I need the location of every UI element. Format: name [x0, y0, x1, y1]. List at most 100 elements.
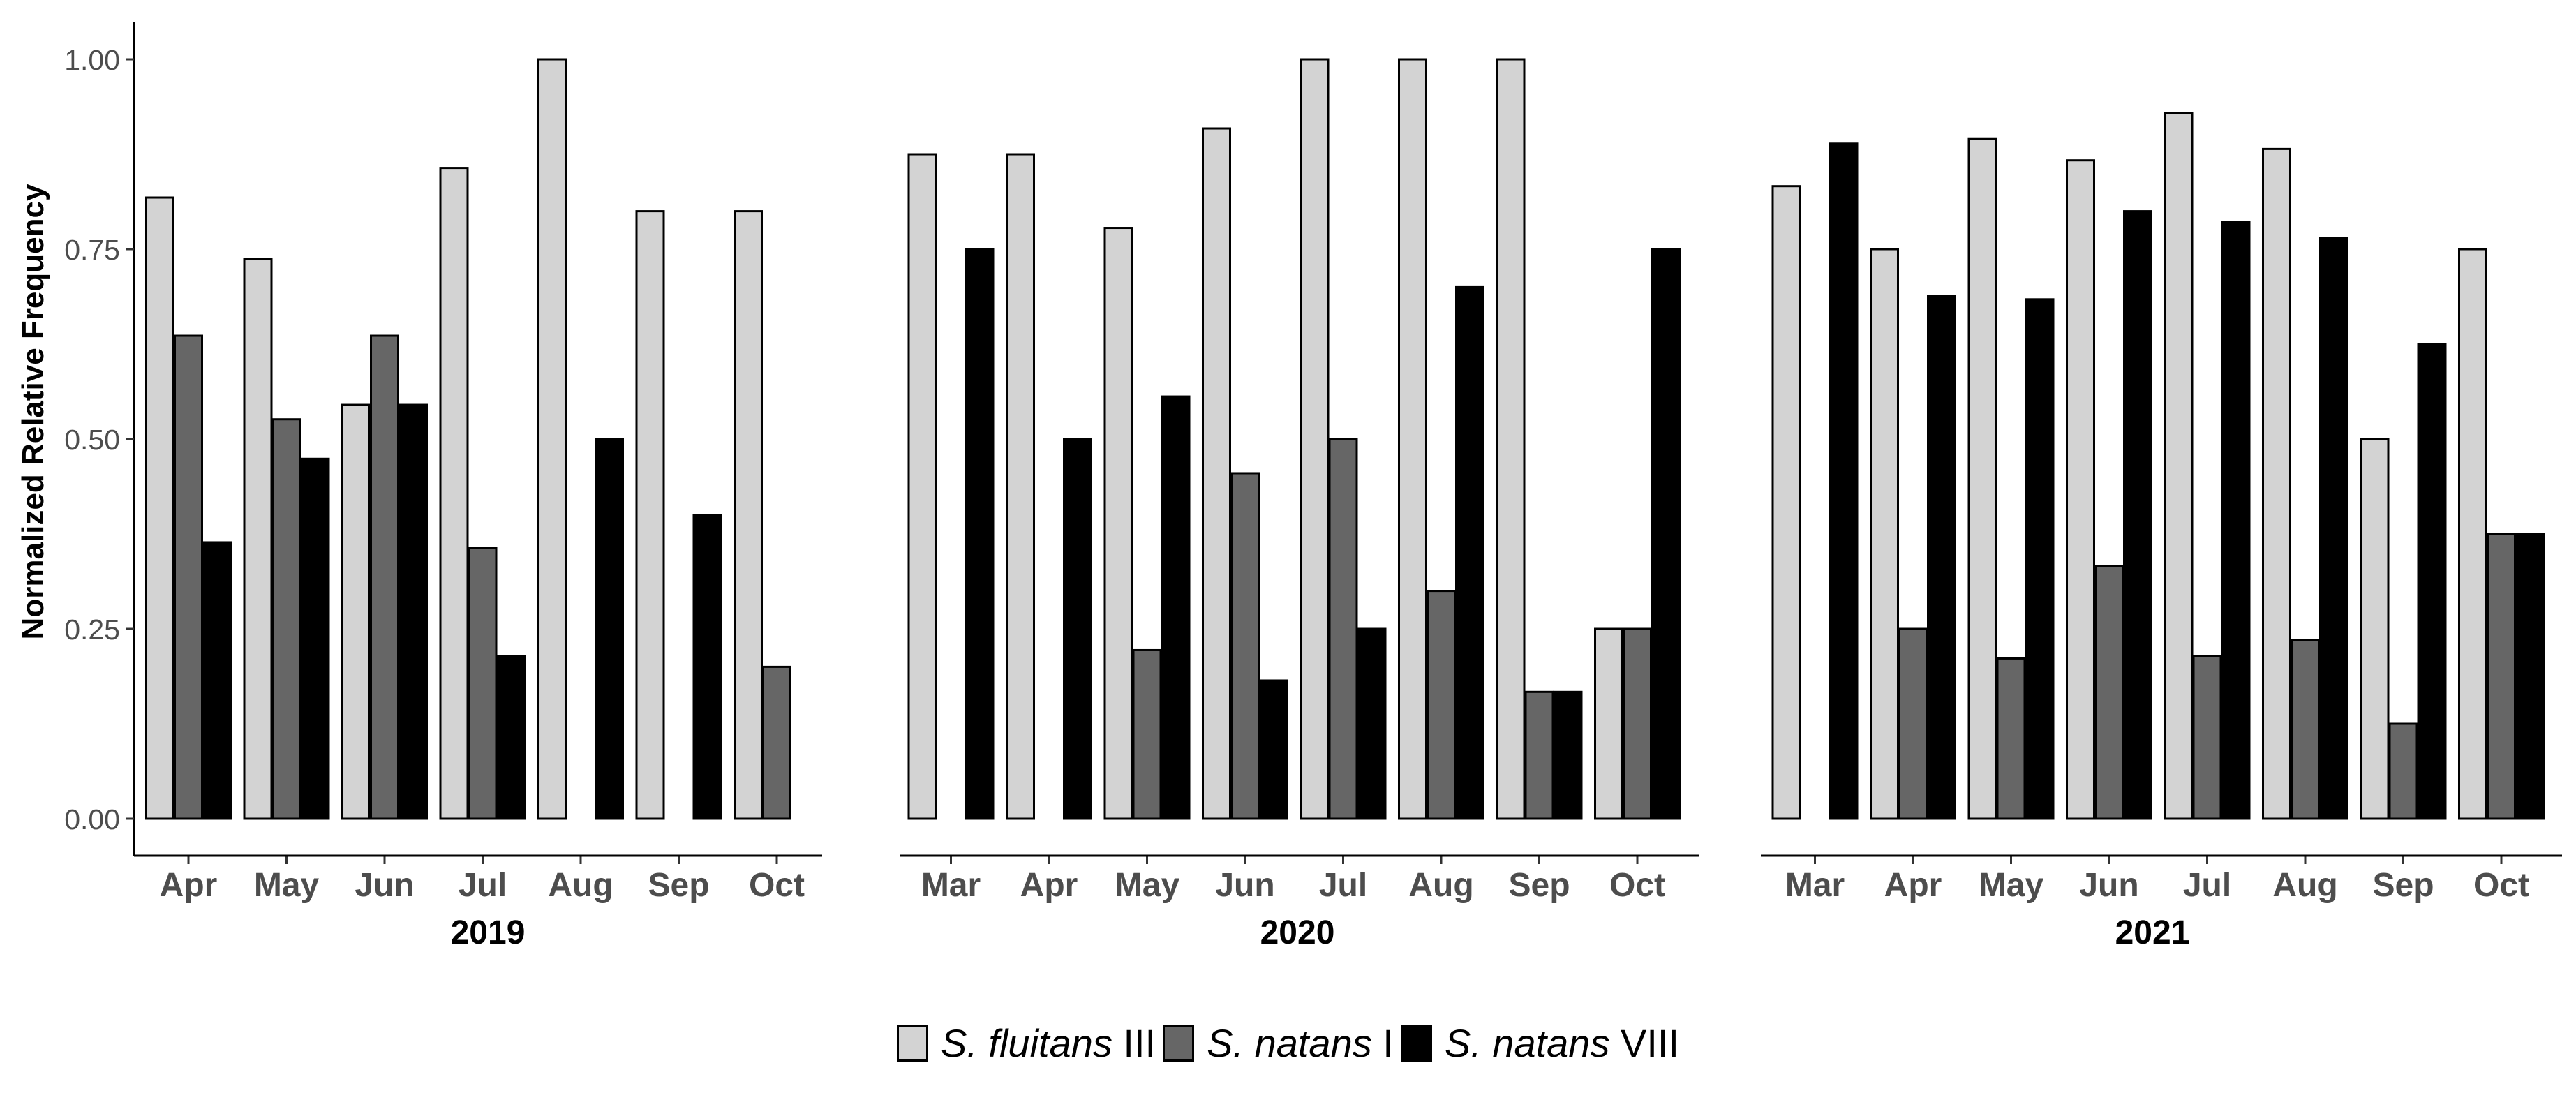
bar [2360, 438, 2390, 820]
bar [1870, 248, 1899, 820]
y-tick-label: 0.00 [64, 803, 120, 835]
legend-morphotype: I [1383, 1021, 1394, 1065]
legend-species: S. natans [1207, 1021, 1372, 1065]
legend-swatch-natans-viii [1400, 1025, 1432, 1062]
x-tick-label: Jul [459, 867, 507, 904]
x-tick-label: Aug [1408, 867, 1473, 904]
x-tick-label: May [1979, 867, 2044, 904]
x-tick-label: Oct [1609, 867, 1665, 904]
bar [2291, 639, 2320, 820]
x-tick-label: Sep [1508, 867, 1570, 904]
x-tick-label: Oct [2473, 867, 2529, 904]
x-tick-label: Apr [160, 867, 218, 904]
bar [2025, 298, 2055, 820]
bar [692, 514, 722, 820]
legend-species: S. fluitans [940, 1021, 1112, 1065]
bar [145, 196, 174, 820]
bar [1651, 248, 1681, 820]
bar [2388, 722, 2418, 820]
x-tick-label: Aug [2272, 867, 2337, 904]
y-tick-label: 0.25 [64, 614, 120, 646]
bar [1300, 58, 1330, 820]
legend-item-fluitans-iii: S. fluitans III [896, 1020, 1156, 1066]
bar [1006, 153, 1035, 820]
panel-title: 2020 [1260, 914, 1335, 951]
legend-label: S. natans VIII [1445, 1020, 1679, 1066]
bar [243, 258, 273, 820]
legend-swatch-natans-i [1163, 1025, 1195, 1062]
x-tick-label: Jul [2183, 867, 2231, 904]
bar [1553, 690, 1583, 820]
legend: S. fluitans III S. natans I S. natans VI… [0, 1020, 2576, 1066]
bar [1927, 295, 1956, 820]
bar [1202, 127, 1231, 820]
bar [1898, 627, 1928, 820]
bar [2192, 655, 2222, 820]
legend-swatch-fluitans-iii [896, 1025, 928, 1062]
bar [2487, 533, 2516, 820]
bar [300, 457, 330, 820]
bar [496, 655, 526, 820]
x-tick-label: Jul [1319, 867, 1367, 904]
bar [2221, 221, 2251, 820]
bar [734, 210, 763, 820]
bar [1398, 58, 1427, 820]
bar [202, 541, 232, 820]
bar [1455, 285, 1484, 820]
legend-item-natans-viii: S. natans VIII [1400, 1020, 1679, 1066]
panel-2019: Apr May Jun Jul Aug Sep Oct 2019 [134, 58, 822, 951]
bar [2164, 112, 2194, 820]
x-tick-label: Aug [548, 867, 613, 904]
bar [907, 153, 937, 820]
bar [341, 403, 371, 820]
legend-species: S. natans [1444, 1021, 1610, 1065]
bar [965, 248, 995, 820]
legend-item-natans-i: S. natans I [1163, 1020, 1394, 1066]
bar [399, 403, 428, 820]
x-tick-label: Mar [921, 867, 981, 904]
legend-label: S. fluitans III [941, 1020, 1156, 1066]
legend-morphotype: VIII [1621, 1021, 1680, 1065]
bar [1594, 627, 1623, 820]
bar [762, 665, 791, 820]
bar [271, 418, 301, 820]
y-tick-label: 0.50 [64, 424, 120, 456]
bar [1357, 627, 1387, 820]
legend-label: S. natans I [1207, 1020, 1394, 1066]
panel-title: 2019 [451, 914, 526, 951]
bar [1328, 438, 1358, 820]
bar [1259, 679, 1288, 820]
bar [2417, 343, 2447, 820]
bar [370, 334, 399, 820]
panel-title: 2021 [2115, 914, 2190, 951]
bar [2262, 147, 2291, 820]
y-axis: 0.00 0.25 0.50 0.75 1.00 [64, 22, 135, 856]
bar [537, 58, 567, 820]
bar [1623, 627, 1652, 820]
bar [2066, 159, 2095, 820]
bar [595, 438, 624, 820]
bar [1967, 137, 1997, 820]
bar [2319, 237, 2348, 820]
x-tick-label: May [1115, 867, 1180, 904]
bar [1161, 395, 1191, 820]
x-tick-label: Oct [749, 867, 805, 904]
x-tick-label: Sep [648, 867, 709, 904]
panel-2020: Mar Apr May Jun Jul Aug Sep Oct 2020 [900, 58, 1699, 951]
bar [1132, 648, 1162, 820]
bar [174, 334, 203, 820]
bar [1063, 438, 1092, 820]
bar [1103, 227, 1133, 820]
bar [1427, 590, 1456, 820]
x-tick-label: Jun [2079, 867, 2138, 904]
bar [2123, 210, 2152, 820]
y-axis-label: Normalized Relative Frequency [16, 184, 50, 639]
y-tick-label: 1.00 [64, 44, 120, 76]
bar [2515, 533, 2545, 820]
x-tick-label: Sep [2372, 867, 2434, 904]
x-tick-label: Apr [1020, 867, 1078, 904]
y-tick-label: 0.75 [64, 234, 120, 266]
legend-morphotype: III [1123, 1021, 1156, 1065]
bar [1996, 657, 2026, 820]
